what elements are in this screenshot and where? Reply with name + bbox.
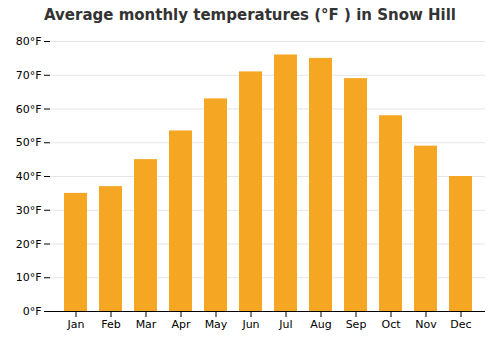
svg-text:50°F: 50°F [16, 136, 42, 149]
svg-text:0°F: 0°F [23, 305, 42, 318]
svg-text:Dec: Dec [450, 318, 471, 331]
svg-text:80°F: 80°F [16, 35, 42, 48]
html-text:Average monthly temperatures (: Average monthly temperatures (°F ) in Sn… [44, 6, 456, 24]
svg-text:60°F: 60°F [16, 103, 42, 116]
svg-text:Aug: Aug [310, 318, 331, 331]
svg-text:Jul: Jul [278, 318, 292, 331]
svg-text:70°F: 70°F [16, 69, 42, 82]
svg-text:Feb: Feb [101, 318, 120, 331]
svg-text:30°F: 30°F [16, 204, 42, 217]
svg-text:Apr: Apr [171, 318, 191, 331]
svg-text:40°F: 40°F [16, 170, 42, 183]
svg-text:Nov: Nov [415, 318, 437, 331]
svg-text:Mar: Mar [136, 318, 157, 331]
svg-text:10°F: 10°F [16, 271, 42, 284]
svg-text:Jan: Jan [67, 318, 85, 331]
svg-text:May: May [205, 318, 228, 331]
svg-text:Jun: Jun [241, 318, 259, 331]
svg-text:Oct: Oct [381, 318, 401, 331]
svg-text:20°F: 20°F [16, 238, 42, 251]
svg-text:Sep: Sep [346, 318, 367, 331]
